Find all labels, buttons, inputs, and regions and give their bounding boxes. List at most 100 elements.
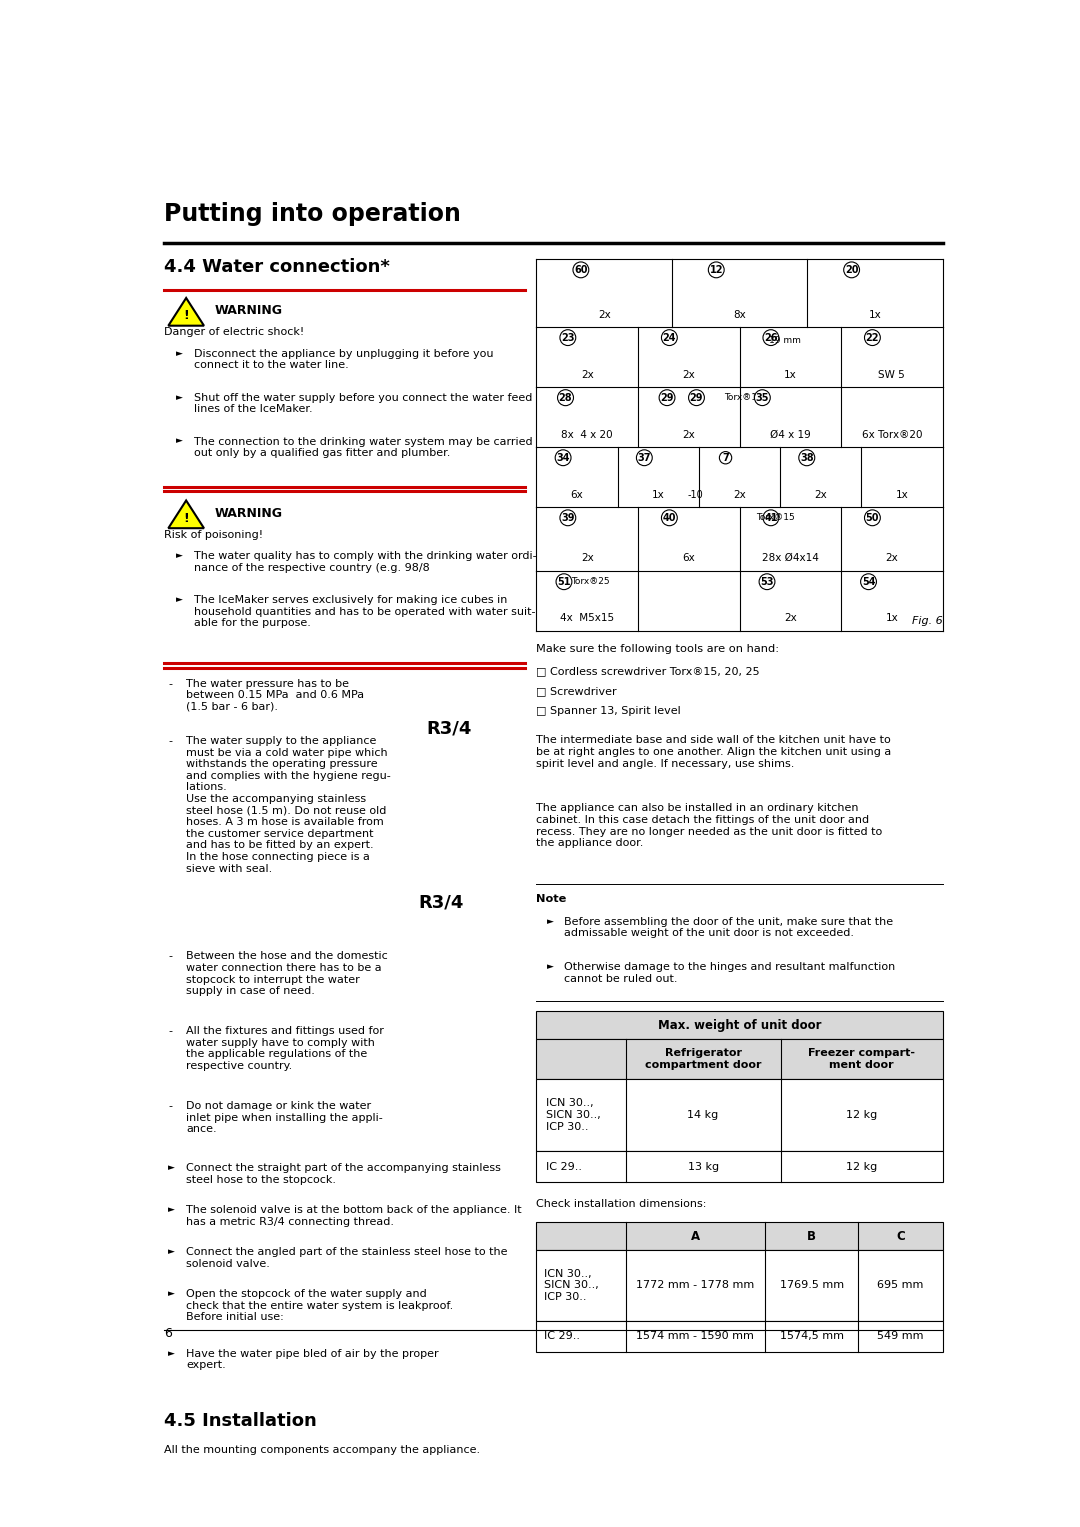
Text: !: ! (184, 512, 189, 525)
Text: The water supply to the appliance
must be via a cold water pipe which
withstands: The water supply to the appliance must b… (186, 736, 391, 873)
Text: The intermediate base and side wall of the kitchen unit have to
be at right angl: The intermediate base and side wall of t… (537, 736, 892, 768)
Text: 2x: 2x (784, 612, 797, 623)
Text: 23: 23 (562, 333, 575, 342)
Text: 8x: 8x (733, 310, 746, 319)
Text: All the fixtures and fittings used for
water supply have to comply with
the appl: All the fixtures and fittings used for w… (186, 1026, 384, 1070)
Text: Otherwise damage to the hinges and resultant malfunction
cannot be ruled out.: Otherwise damage to the hinges and resul… (564, 962, 895, 983)
Text: IC 29..: IC 29.. (544, 1332, 580, 1341)
Text: 1x: 1x (868, 310, 881, 319)
Text: Check installation dimensions:: Check installation dimensions: (537, 1199, 706, 1209)
Text: -: - (168, 678, 173, 689)
Text: Do not damage or kink the water
inlet pipe when installing the appli-
ance.: Do not damage or kink the water inlet pi… (186, 1101, 383, 1135)
Text: 2x: 2x (683, 370, 696, 380)
Text: 28: 28 (558, 392, 572, 403)
Text: 1x: 1x (784, 370, 797, 380)
Text: 29: 29 (690, 392, 703, 403)
Text: Torx®25: Torx®25 (571, 577, 610, 586)
Text: 35: 35 (756, 392, 769, 403)
Text: Have the water pipe bled of air by the proper
expert.: Have the water pipe bled of air by the p… (186, 1348, 438, 1370)
Text: Note: Note (537, 893, 567, 904)
Text: Refrigerator
compartment door: Refrigerator compartment door (645, 1049, 761, 1070)
Text: R3/4: R3/4 (427, 719, 472, 738)
Text: The water quality has to comply with the drinking water ordi-
nance of the respe: The water quality has to comply with the… (194, 551, 537, 573)
Text: 51: 51 (557, 577, 570, 586)
Text: A: A (691, 1229, 700, 1243)
Text: 26: 26 (765, 333, 778, 342)
Text: 14 kg: 14 kg (688, 1110, 718, 1119)
Text: 20: 20 (845, 264, 859, 275)
Text: 54: 54 (862, 577, 875, 586)
Text: 7: 7 (723, 452, 729, 463)
FancyBboxPatch shape (537, 1251, 943, 1321)
Text: Between the hose and the domestic
water connection there has to be a
stopcock to: Between the hose and the domestic water … (186, 951, 388, 996)
Text: Ø4 x 19: Ø4 x 19 (770, 429, 811, 440)
Text: 12 kg: 12 kg (846, 1110, 877, 1119)
Text: ►: ► (176, 437, 183, 446)
Text: 1772 mm - 1778 mm: 1772 mm - 1778 mm (636, 1281, 755, 1290)
Text: 19 mm: 19 mm (769, 336, 801, 345)
Text: ►: ► (168, 1348, 175, 1358)
Text: 24: 24 (663, 333, 676, 342)
Text: 549 mm: 549 mm (877, 1332, 923, 1341)
Text: 12: 12 (710, 264, 723, 275)
Text: Open the stopcock of the water supply and
check that the entire water system is : Open the stopcock of the water supply an… (186, 1289, 454, 1322)
Text: ►: ► (176, 348, 183, 357)
Text: ICN 30..,
SICN 30..,
ICP 30..: ICN 30.., SICN 30.., ICP 30.. (544, 1269, 599, 1303)
Text: 50: 50 (866, 513, 879, 522)
Text: R3/4: R3/4 (418, 893, 463, 912)
Text: ►: ► (168, 1248, 175, 1257)
Text: 53: 53 (760, 577, 773, 586)
Text: -10: -10 (687, 490, 703, 499)
Text: 8x  4 x 20: 8x 4 x 20 (562, 429, 613, 440)
Text: Fig. 6: Fig. 6 (912, 615, 943, 626)
Text: 37: 37 (637, 452, 651, 463)
Text: WARNING: WARNING (215, 507, 283, 519)
Text: 2x: 2x (814, 490, 827, 499)
Text: □ Cordless screwdriver Torx®15, 20, 25: □ Cordless screwdriver Torx®15, 20, 25 (537, 666, 760, 676)
Text: B: B (807, 1229, 816, 1243)
Text: 1x: 1x (895, 490, 908, 499)
Text: C: C (896, 1229, 905, 1243)
Text: 40: 40 (663, 513, 676, 522)
Text: 6x: 6x (570, 490, 583, 499)
FancyBboxPatch shape (537, 1011, 943, 1038)
Text: Before assembling the door of the unit, make sure that the
admissable weight of : Before assembling the door of the unit, … (564, 916, 893, 938)
Text: □ Spanner 13, Spirit level: □ Spanner 13, Spirit level (537, 705, 681, 716)
Text: The connection to the drinking water system may be carried
out only by a qualifi: The connection to the drinking water sys… (194, 437, 532, 458)
Text: 1574,5 mm: 1574,5 mm (780, 1332, 843, 1341)
FancyBboxPatch shape (537, 1321, 943, 1351)
Text: 6: 6 (164, 1327, 173, 1339)
Text: 2x: 2x (733, 490, 746, 499)
Text: The water pressure has to be
between 0.15 MPa  and 0.6 MPa
(1.5 bar - 6 bar).: The water pressure has to be between 0.1… (186, 678, 364, 712)
Text: Make sure the following tools are on hand:: Make sure the following tools are on han… (537, 644, 780, 655)
Text: The appliance can also be installed in an ordinary kitchen
cabinet. In this case: The appliance can also be installed in a… (537, 803, 882, 849)
Text: 39: 39 (562, 513, 575, 522)
Text: 13 kg: 13 kg (688, 1162, 718, 1171)
Text: ►: ► (168, 1289, 175, 1298)
Text: ►: ► (176, 551, 183, 560)
Text: 41: 41 (765, 513, 778, 522)
Text: ►: ► (168, 1164, 175, 1171)
Text: -: - (168, 951, 173, 962)
Text: Shut off the water supply before you connect the water feed
lines of the IceMake: Shut off the water supply before you con… (194, 392, 532, 414)
FancyBboxPatch shape (537, 1038, 943, 1080)
Text: All the mounting components accompany the appliance.: All the mounting components accompany th… (164, 1445, 481, 1455)
Text: Connect the angled part of the stainless steel hose to the
solenoid valve.: Connect the angled part of the stainless… (186, 1248, 508, 1269)
FancyBboxPatch shape (537, 1222, 943, 1251)
Text: 6x Torx®20: 6x Torx®20 (862, 429, 922, 440)
Text: ►: ► (548, 962, 554, 971)
Text: 2x: 2x (581, 370, 594, 380)
Text: Connect the straight part of the accompanying stainless
steel hose to the stopco: Connect the straight part of the accompa… (186, 1164, 501, 1185)
Text: Torx®15: Torx®15 (724, 392, 762, 402)
Text: 38: 38 (800, 452, 813, 463)
Text: 6x: 6x (683, 553, 696, 563)
Text: 1x: 1x (652, 490, 664, 499)
Text: 29: 29 (660, 392, 674, 403)
FancyBboxPatch shape (537, 1151, 943, 1182)
Text: Max. weight of unit door: Max. weight of unit door (658, 1019, 821, 1032)
Text: The solenoid valve is at the bottom back of the appliance. It
has a metric R3/4 : The solenoid valve is at the bottom back… (186, 1205, 522, 1226)
Polygon shape (168, 501, 204, 528)
Text: !: ! (184, 308, 189, 322)
Text: WARNING: WARNING (215, 304, 283, 318)
Text: Putting into operation: Putting into operation (164, 203, 461, 226)
